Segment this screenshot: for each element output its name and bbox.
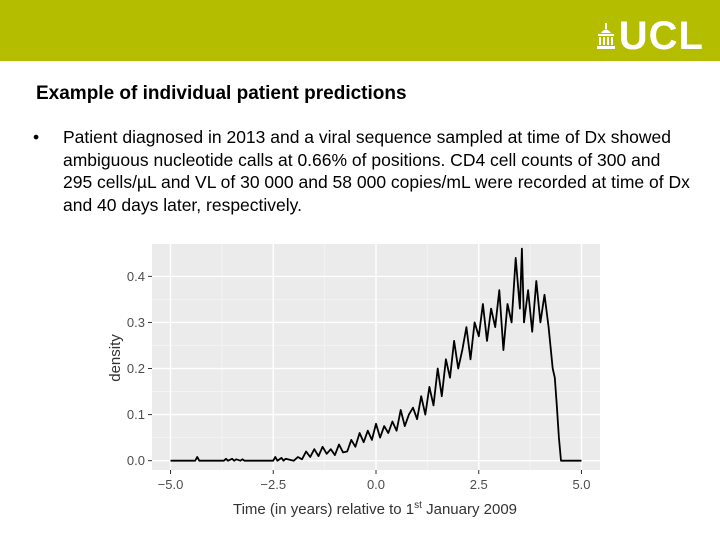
x-tick-label: 0.0 — [367, 477, 385, 492]
density-chart-svg: −5.0 −2.5 0.0 2.5 5.0 0.0 0.1 0.2 0.3 0.4 density… — [107, 244, 600, 518]
x-tick-label: 5.0 — [572, 477, 590, 492]
bullet-list: • Patient diagnosed in 2013 and a viral … — [33, 126, 693, 216]
x-tick-label: −2.5 — [260, 477, 286, 492]
x-axis-label: Time (in years) relative to 1st January … — [233, 500, 517, 518]
bullet-text: Patient diagnosed in 2013 and a viral se… — [63, 127, 690, 215]
density-chart: −5.0 −2.5 0.0 2.5 5.0 0.0 0.1 0.2 0.3 0.4 density… — [100, 240, 610, 530]
ucl-logo: UCL — [596, 14, 704, 58]
bullet-icon: • — [33, 127, 40, 147]
y-axis-label: density — [107, 334, 124, 382]
y-tick-label: 0.3 — [127, 315, 145, 330]
x-tick-label: 2.5 — [470, 477, 488, 492]
logo-text: UCL — [618, 14, 704, 58]
x-axis-label-main: Time (in years) relative to 1 — [233, 501, 414, 518]
grid-lines — [152, 244, 600, 470]
y-tick-label: 0.2 — [127, 361, 145, 376]
x-axis-label-tail: January 2009 — [422, 501, 517, 518]
x-tick-label: −5.0 — [158, 477, 184, 492]
axes-group: −5.0 −2.5 0.0 2.5 5.0 0.0 0.1 0.2 0.3 0.4 — [127, 269, 591, 492]
list-item: • Patient diagnosed in 2013 and a viral … — [33, 126, 693, 216]
y-tick-label: 0.1 — [127, 407, 145, 422]
portico-icon — [596, 23, 615, 49]
density-line — [170, 247, 582, 462]
y-tick-label: 0.0 — [127, 453, 145, 468]
y-tick-label: 0.4 — [127, 269, 145, 284]
x-axis-label-sup: st — [414, 500, 422, 511]
header-bar: UCL — [0, 0, 720, 61]
series-group — [170, 247, 582, 462]
slide-title: Example of individual patient prediction… — [36, 83, 407, 104]
